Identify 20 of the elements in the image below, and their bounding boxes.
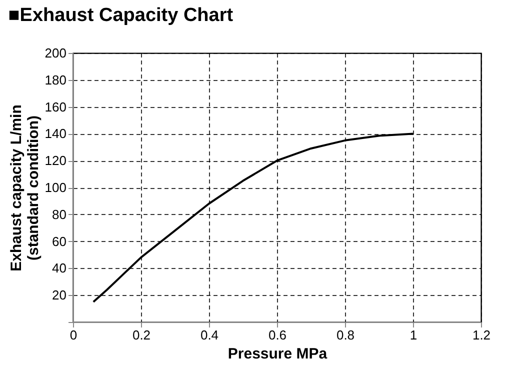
x-tick-label: 0.2 <box>132 328 151 342</box>
x-tick-label: 1.2 <box>472 328 491 342</box>
y-tick-label: 140 <box>44 126 66 142</box>
x-tick-label: 0.4 <box>200 328 219 342</box>
y-tick-label: 60 <box>52 234 66 249</box>
y-axis-title: Exhaust capacity L/min (standard condition) <box>8 104 42 272</box>
y-tick-label: 100 <box>44 180 66 195</box>
x-axis-title: Pressure MPa <box>228 346 328 362</box>
y-tick-label: 200 <box>44 46 66 60</box>
y-tick-label: 160 <box>44 99 66 114</box>
x-tick-label: 0.6 <box>268 328 287 342</box>
x-tick-label: 1 <box>410 328 418 342</box>
y-tick-label: 120 <box>44 153 66 168</box>
x-tick-label: 0.8 <box>336 328 355 342</box>
y-tick-label: 180 <box>44 72 66 88</box>
x-tick-label: 0 <box>70 328 78 342</box>
chart-title: ■Exhaust Capacity Chart <box>8 5 234 26</box>
y-tick-label: 20 <box>52 288 66 303</box>
y-tick-label: 80 <box>52 206 66 222</box>
y-tick-label: 40 <box>52 260 66 276</box>
